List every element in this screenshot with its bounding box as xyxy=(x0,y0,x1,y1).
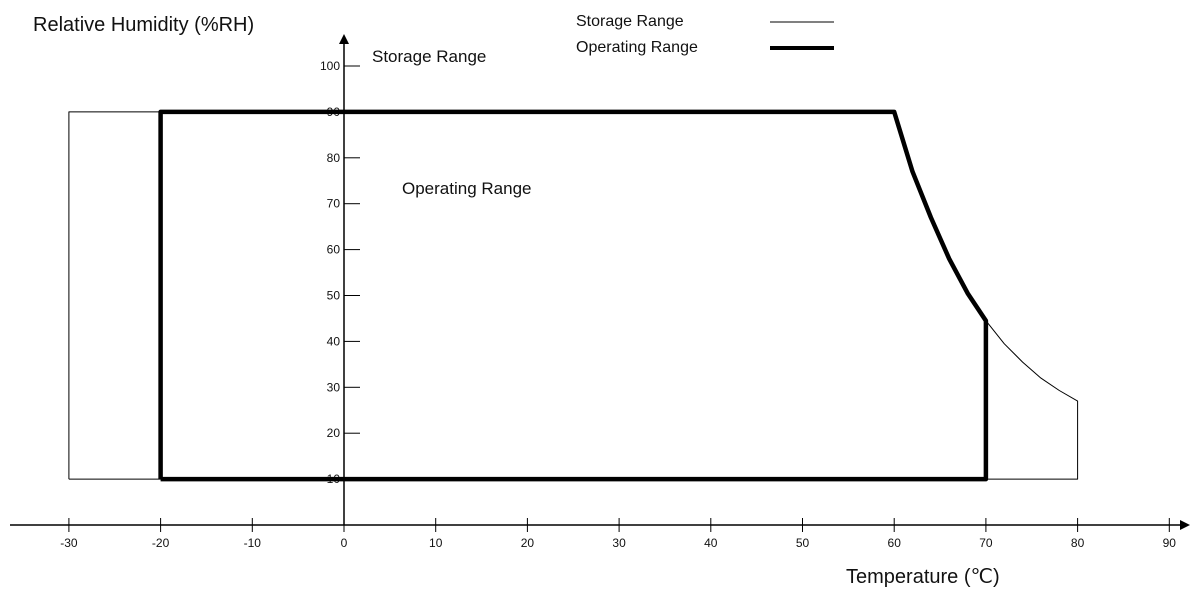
x-tick-label: 10 xyxy=(429,536,443,550)
y-tick-label: 80 xyxy=(327,151,341,165)
y-tick-label: 20 xyxy=(327,426,341,440)
storage-range-annotation: Storage Range xyxy=(372,47,486,66)
x-axis-title: Temperature (℃) xyxy=(846,566,1000,588)
y-tick-label: 50 xyxy=(327,289,341,303)
y-tick-label: 100 xyxy=(320,59,340,73)
x-tick-label: -30 xyxy=(60,536,78,550)
storage-range-outline xyxy=(68,111,1079,480)
x-tick-label: 60 xyxy=(888,536,902,550)
x-axis-ticks: -30 -20 -10 0 10 20 30 40 50 60 70 80 90 xyxy=(60,518,1176,550)
legend: Storage Range Operating Range xyxy=(576,13,834,56)
legend-label-operating: Operating Range xyxy=(576,39,698,56)
x-tick-label: 80 xyxy=(1071,536,1085,550)
x-tick-label: -20 xyxy=(152,536,170,550)
y-axis-title: Relative Humidity (%RH) xyxy=(33,14,254,36)
y-tick-label: 60 xyxy=(327,243,341,257)
x-tick-label: 30 xyxy=(612,536,626,550)
legend-label-storage: Storage Range xyxy=(576,13,684,30)
x-tick-label: -10 xyxy=(244,536,262,550)
x-tick-label: 90 xyxy=(1163,536,1177,550)
x-tick-label: 70 xyxy=(979,536,993,550)
y-tick-label: 30 xyxy=(327,380,341,394)
x-tick-label: 40 xyxy=(704,536,718,550)
series-layer xyxy=(68,109,1079,482)
y-tick-label: 40 xyxy=(327,334,341,348)
operating-range-outline xyxy=(158,109,989,482)
y-tick-label: 70 xyxy=(327,197,341,211)
x-tick-label: 0 xyxy=(341,536,348,550)
x-tick-label: 20 xyxy=(521,536,535,550)
x-tick-label: 50 xyxy=(796,536,810,550)
operating-range-annotation: Operating Range xyxy=(402,179,531,198)
